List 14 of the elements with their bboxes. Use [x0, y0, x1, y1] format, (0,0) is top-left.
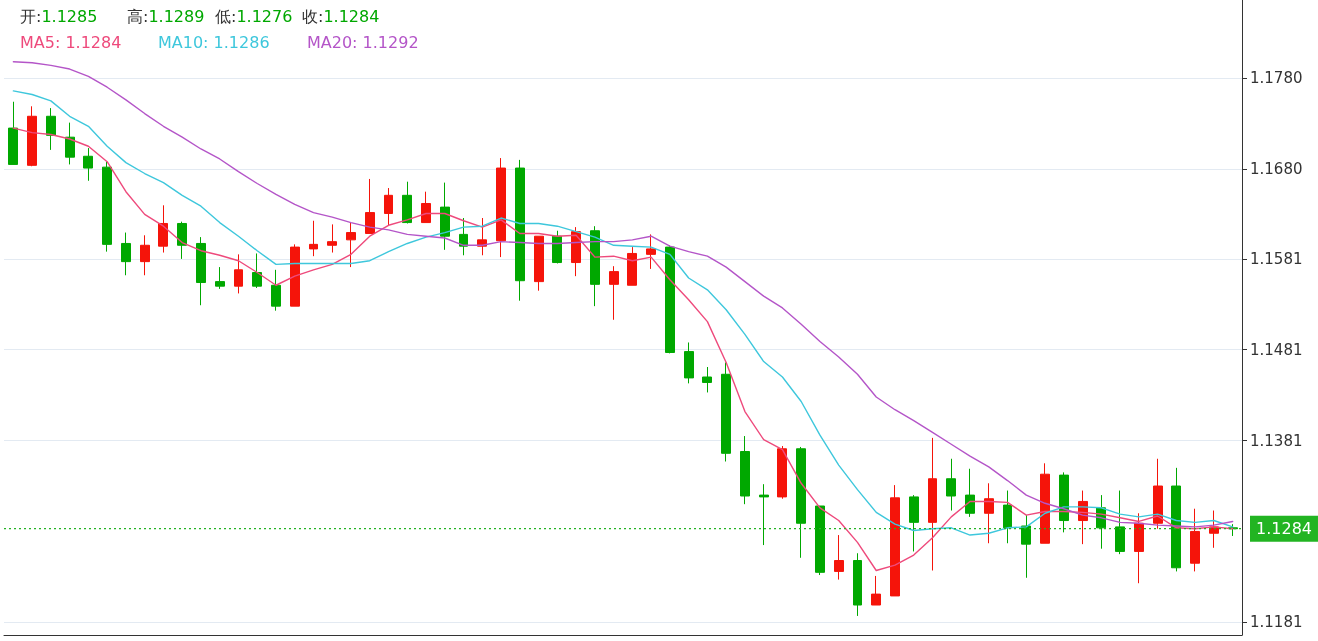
annotation: 低:1.1276 [215, 6, 293, 26]
annotation: 高:1.1289 [127, 6, 205, 26]
text: MA5: 1.1284 [20, 32, 122, 52]
y-tick-label: 1.1581 [1250, 249, 1303, 268]
annotation: 收:1.1284 [302, 6, 380, 26]
y-tick-label: 1.1481 [1250, 340, 1303, 359]
y-tick-label: 1.1381 [1250, 431, 1303, 450]
y-tick-label: 1.1680 [1250, 159, 1303, 178]
y-tick-label: 1.1780 [1250, 69, 1303, 88]
ref-line-label: 1.1284 [1256, 519, 1312, 539]
y-tick-label: 1.1181 [1250, 613, 1303, 632]
text: MA20: 1.1292 [307, 32, 419, 52]
text: MA10: 1.1286 [158, 32, 270, 52]
annotation: 开:1.1285 [20, 6, 98, 26]
